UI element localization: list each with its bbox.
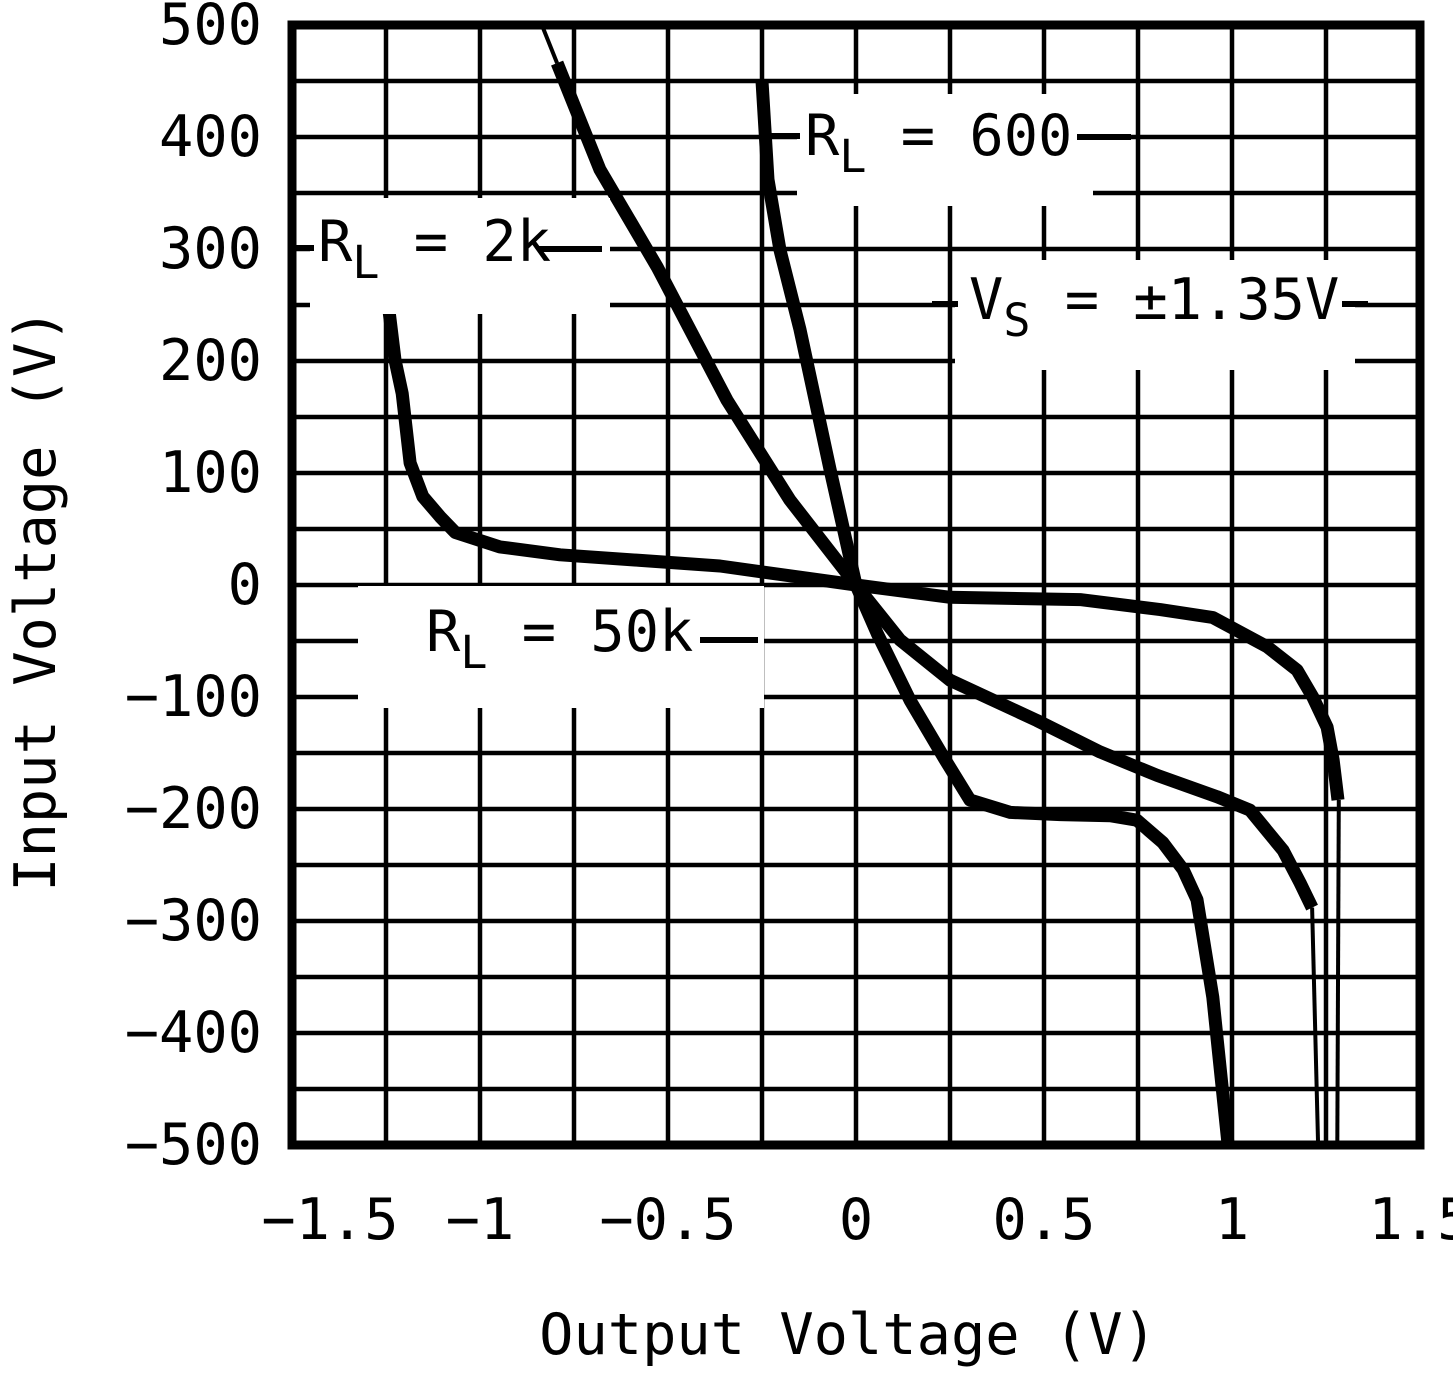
y-axis-title: Input Voltage (V) xyxy=(3,308,69,892)
annotation-rl-50k-subscript: L xyxy=(460,626,488,679)
y-tick-label-500: 500 xyxy=(159,0,262,58)
plot-border xyxy=(287,20,1425,1150)
annotation-supply-subscript: S xyxy=(1003,294,1031,347)
leader-dash-rl-50k-right xyxy=(700,637,758,643)
annotation-supply-symbol: V xyxy=(969,267,1004,333)
leader-dash-rl-2k-left xyxy=(290,245,314,251)
y-tick-label-0: 0 xyxy=(227,552,262,618)
y-tick-label--500: −500 xyxy=(124,1112,262,1178)
y-tick-label-300: 300 xyxy=(159,216,262,282)
annotation-rl-2k-subscript: L xyxy=(352,236,380,289)
y-tick-label-200: 200 xyxy=(159,328,262,394)
annotation-rl-2k-symbol: R xyxy=(318,209,353,275)
y-tick-label-400: 400 xyxy=(159,104,262,170)
y-tick-label--400: −400 xyxy=(124,1000,262,1066)
leader-dash-rl-2k-right xyxy=(538,246,602,252)
y-tick-label--100: −100 xyxy=(124,664,262,730)
data-curves xyxy=(381,27,1345,1145)
annotation-rl-600-symbol: R xyxy=(805,103,840,169)
x-tick-label-1.5: 1.5 xyxy=(1368,1187,1453,1253)
x-tick-label-1: 1 xyxy=(1214,1187,1250,1253)
annotation-rl-600-value: = 600 xyxy=(866,103,1073,169)
y-tick-label-100: 100 xyxy=(159,440,262,506)
leader-dash-supply-left xyxy=(932,301,958,307)
annotation-rl-600: RL = 600 xyxy=(797,94,1093,206)
x-tick-label--0.5: −0.5 xyxy=(599,1187,737,1253)
annotation-rl-2k: RL = 2k xyxy=(310,198,610,314)
y-tick-label--200: −200 xyxy=(124,776,262,842)
annotation-rl-2k-value: = 2k xyxy=(379,209,552,275)
leader-dash-supply-right xyxy=(1342,301,1368,307)
curve-rl-50k xyxy=(381,300,1345,801)
curve-rl-600 xyxy=(755,80,1235,1144)
annotation-supply-value: = ±1.35V xyxy=(1030,267,1340,333)
curve-rl-50k-thin-tail xyxy=(1335,799,1341,1145)
x-tick-label-0.5: 0.5 xyxy=(992,1187,1096,1253)
x-tick-label--1: −1 xyxy=(445,1187,515,1253)
annotation-rl-50k: RL = 50k xyxy=(358,586,764,708)
annotation-rl-600-subscript: L xyxy=(839,130,867,183)
curve-rl-2k xyxy=(551,60,1318,911)
curve-rl-2k-thin-tail xyxy=(1310,907,1321,1145)
leader-dash-rl-600-left xyxy=(770,133,800,139)
leader-dash-rl-600-right xyxy=(1077,134,1131,140)
curve-rl-2k-thin-lead xyxy=(541,27,559,64)
y-tick-label--300: −300 xyxy=(124,888,262,954)
x-tick-label--1.5: −1.5 xyxy=(261,1187,399,1253)
x-axis-title: Output Voltage (V) xyxy=(539,1302,1157,1368)
annotation-rl-50k-symbol: R xyxy=(426,599,461,665)
annotation-supply-voltage: VS = ±1.35V xyxy=(955,260,1355,370)
x-tick-label-0: 0 xyxy=(838,1187,874,1253)
annotation-rl-50k-value: = 50k xyxy=(487,599,694,665)
